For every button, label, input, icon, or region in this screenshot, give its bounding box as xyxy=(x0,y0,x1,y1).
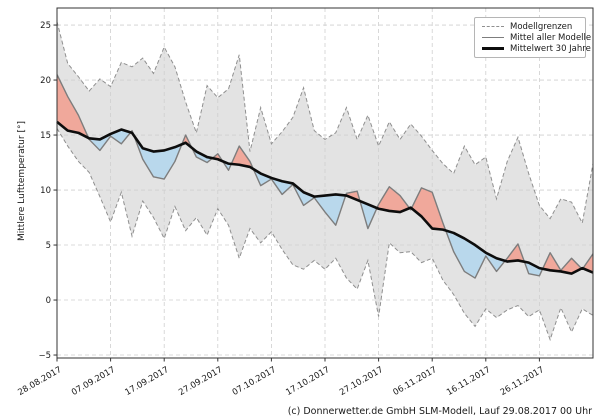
legend-box: Modellgrenzen Mittel aller Modelle Mitte… xyxy=(474,17,591,58)
x-tick-label: 17.09.2017 xyxy=(124,365,171,398)
x-tick-label: 17.10.2017 xyxy=(284,365,331,398)
lower-model-boundary-line xyxy=(56,128,594,342)
colder-than-normal-area xyxy=(524,261,543,276)
x-tick-label: 06.11.2017 xyxy=(392,365,439,398)
legend-item-modellgrenzen: Modellgrenzen xyxy=(482,21,579,32)
legend-item-mittel-aller-modelle: Mittel aller Modelle xyxy=(482,33,591,43)
x-tick-label: 27.09.2017 xyxy=(177,365,224,398)
copyright-caption: (c) Donnerwetter.de GmbH SLM-Modell, Lau… xyxy=(287,406,592,417)
upper-model-boundary-line xyxy=(56,21,594,225)
x-tick-label: 28.08.2017 xyxy=(16,365,63,398)
warmer-than-normal-area xyxy=(411,187,446,231)
x-tick-label: 07.10.2017 xyxy=(231,365,278,398)
colder-than-normal-area xyxy=(445,230,506,279)
legend-label: Mittel aller Modelle xyxy=(510,32,592,43)
colder-than-normal-area xyxy=(88,129,131,151)
legend-label: Modellgrenzen xyxy=(510,21,573,32)
colder-than-normal-area xyxy=(133,135,182,180)
y-tick-label: −5 xyxy=(38,351,51,361)
dashed-line-icon xyxy=(482,26,504,27)
x-tick-label: 16.11.2017 xyxy=(445,365,492,398)
black-line-icon xyxy=(482,47,504,50)
y-tick-label: 25 xyxy=(40,21,51,31)
warmer-than-normal-area xyxy=(542,252,582,274)
y-tick-label: 0 xyxy=(46,296,51,306)
y-tick-label: 10 xyxy=(40,186,51,196)
colder-than-normal-area xyxy=(360,201,377,229)
y-axis-label: Mittlere Lufttemperatur [°] xyxy=(17,121,27,241)
x-tick-label: 26.11.2017 xyxy=(499,365,546,398)
legend-label: Mittelwert 30 Jahre xyxy=(510,43,591,54)
legend-item-mittelwert-30-jahre: Mittelwert 30 Jahre xyxy=(482,44,591,54)
y-tick-label: 5 xyxy=(46,241,51,251)
warmer-than-normal-area xyxy=(376,186,410,213)
gray-line-icon xyxy=(482,37,504,38)
model-mean-line xyxy=(56,74,594,279)
mean-30-years-line xyxy=(56,120,594,275)
x-tick-label: 07.09.2017 xyxy=(70,365,117,398)
y-tick-label: 20 xyxy=(40,76,51,86)
y-tick-label: 15 xyxy=(40,131,51,141)
x-tick-label: 27.10.2017 xyxy=(338,365,385,398)
